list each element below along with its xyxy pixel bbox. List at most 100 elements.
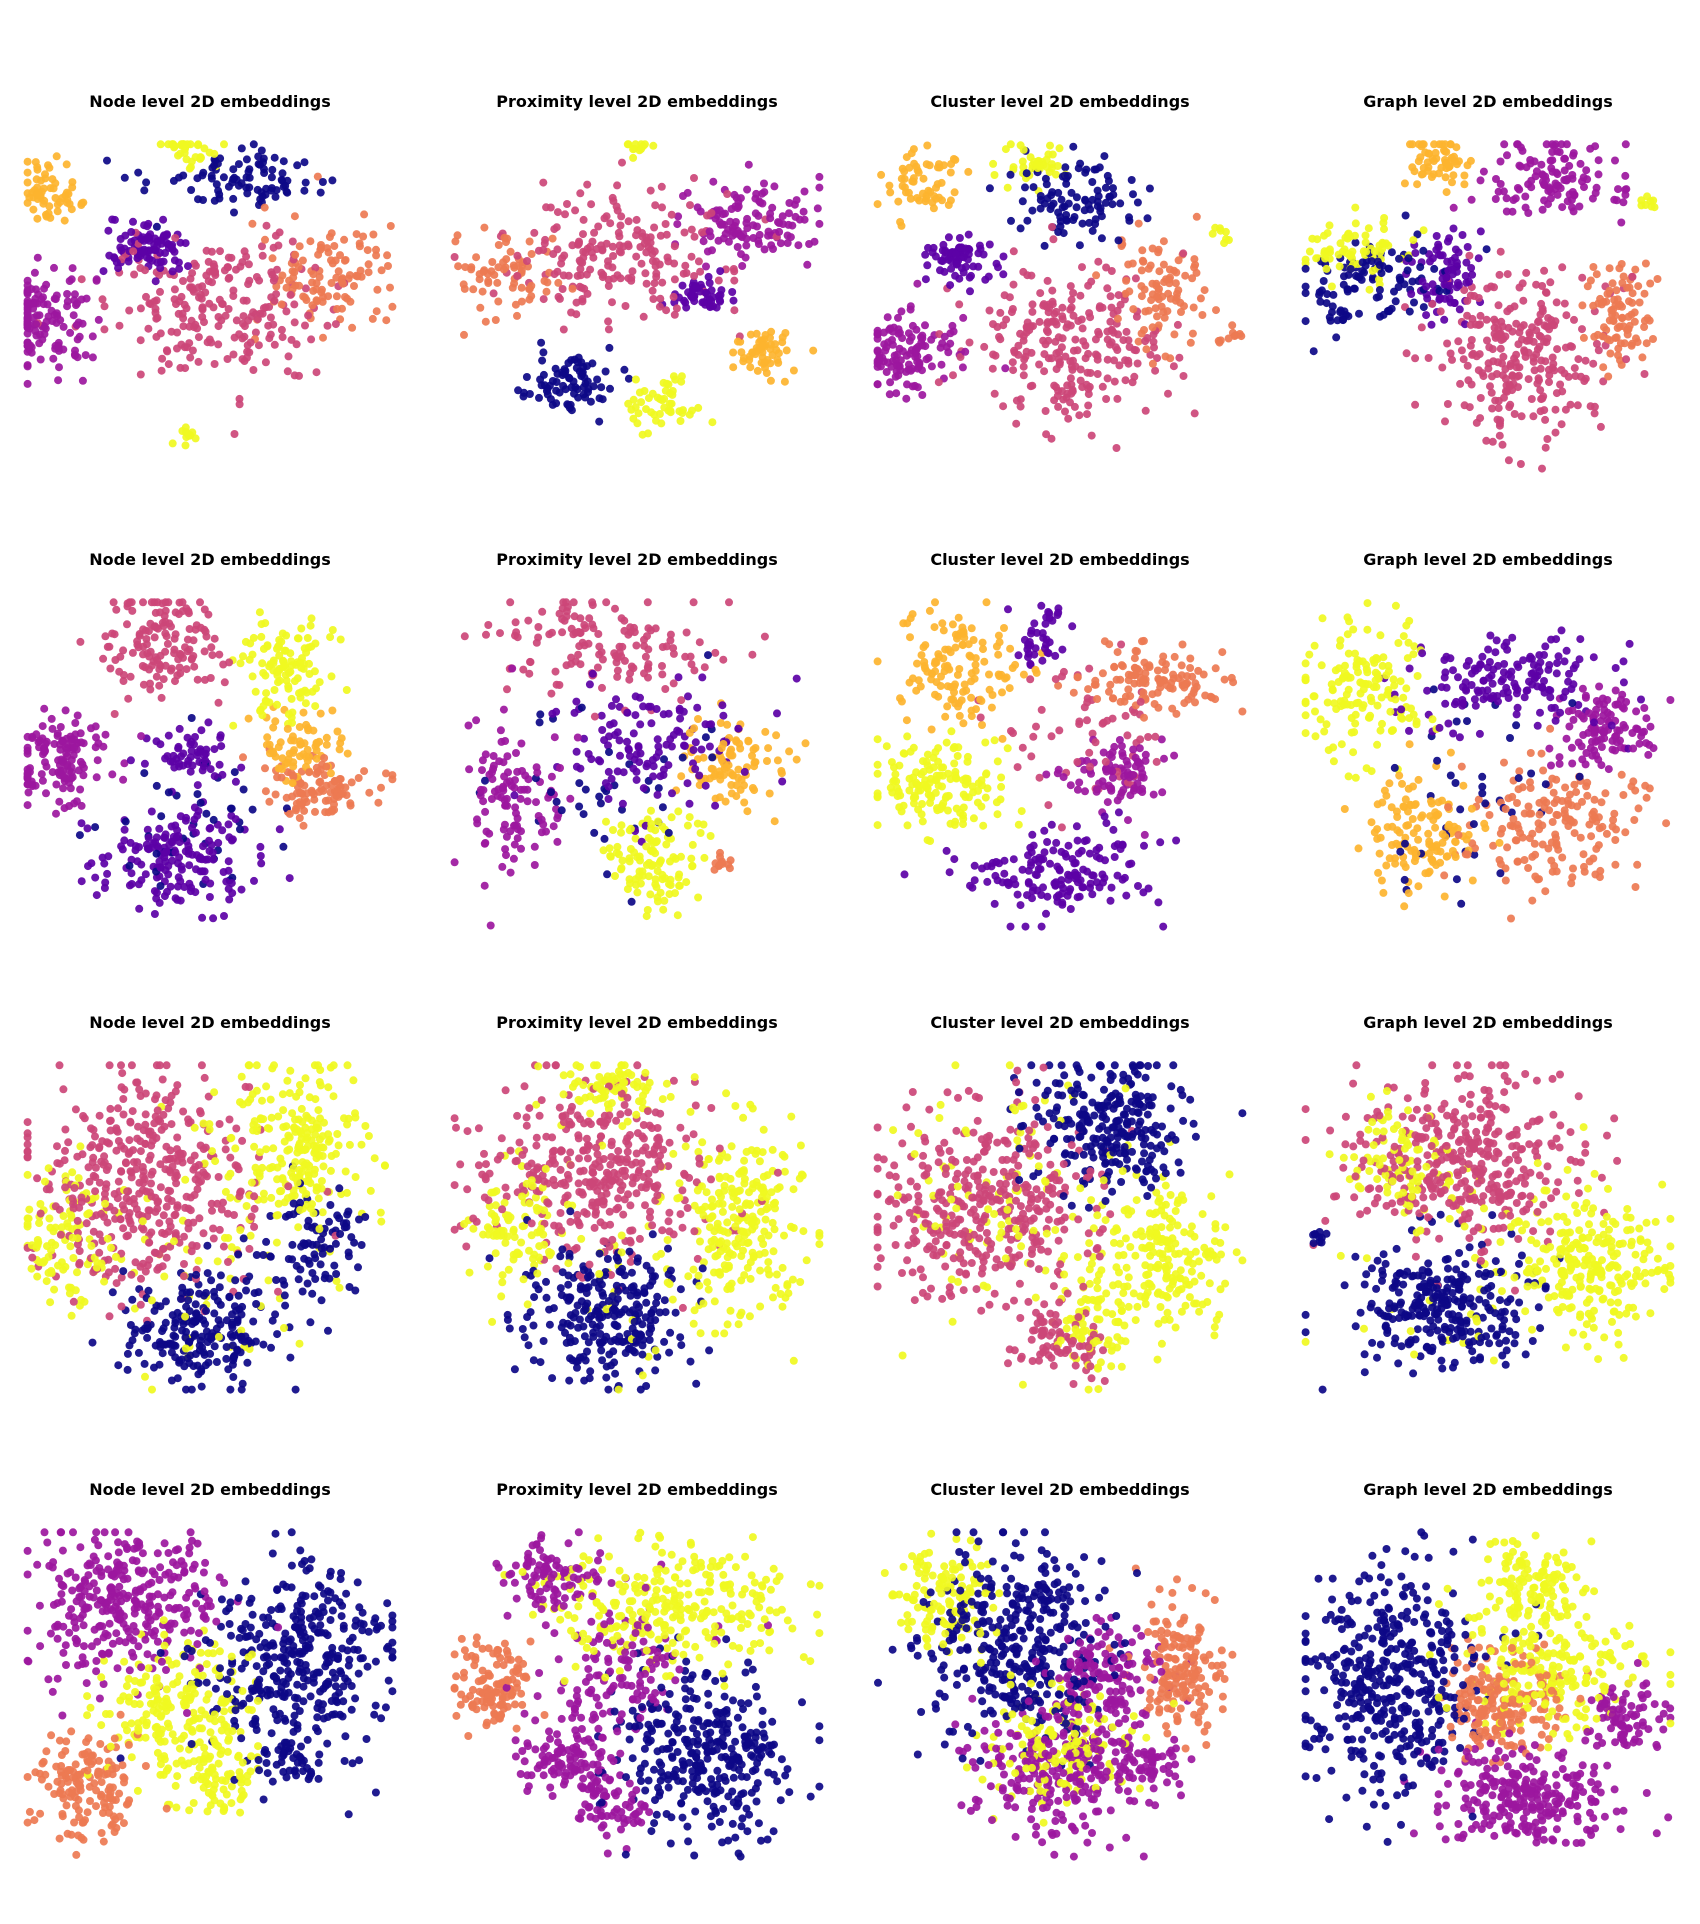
scatter-point [785, 209, 793, 218]
scatter-point [535, 718, 544, 727]
scatter-point [363, 246, 372, 255]
scatter-point [163, 887, 171, 896]
scatter-point [489, 289, 498, 298]
scatter-point [218, 770, 227, 779]
scatter-point [1154, 703, 1163, 712]
scatter-point [1581, 356, 1590, 365]
scatter-point [929, 204, 938, 213]
scatter-point [125, 306, 134, 315]
scatter-point [220, 912, 228, 920]
scatter-point [946, 168, 955, 177]
scatter-point [1404, 254, 1413, 263]
scatter-point [1632, 334, 1640, 343]
scatter-point [1351, 238, 1360, 247]
scatter-point [1562, 311, 1571, 320]
scatter-point [644, 664, 653, 673]
scatter-point [617, 614, 626, 623]
scatter-point [1048, 164, 1056, 173]
scatter-point [938, 782, 946, 791]
scatter-point [542, 387, 551, 395]
scatter-point [766, 376, 775, 385]
scatter-point [1141, 406, 1150, 415]
scatter-point [234, 160, 243, 169]
scatter-point [1618, 313, 1627, 322]
scatter-point [649, 762, 658, 771]
scatter-point [340, 235, 349, 244]
scatter-point [1048, 297, 1057, 306]
scatter-point [873, 735, 882, 744]
scatter-point [1555, 148, 1564, 157]
scatter-point [624, 140, 633, 149]
scatter-point [1573, 401, 1582, 410]
scatter-point [583, 377, 592, 386]
scatter-point [360, 767, 369, 776]
scatter-point [129, 217, 137, 226]
scatter-point [295, 814, 304, 822]
scatter-point [533, 768, 542, 777]
scatter-point [1552, 298, 1561, 307]
scatter-point [140, 759, 149, 768]
scatter-point [618, 158, 626, 167]
scatter-point [98, 295, 107, 304]
scatter-point [101, 730, 110, 739]
scatter-point [1451, 245, 1460, 254]
scatter-point [567, 406, 576, 415]
scatter-point [1402, 349, 1411, 358]
scatter-point [1075, 241, 1084, 250]
scatter-point [1534, 374, 1543, 383]
scatter-point [239, 652, 247, 661]
scatter-point [932, 194, 941, 203]
scatter-point [265, 740, 274, 749]
scatter-point [173, 344, 181, 353]
scatter-point [1621, 171, 1630, 180]
scatter-point [1093, 355, 1102, 364]
scatter-point [1512, 363, 1521, 372]
scatter-point [577, 358, 586, 367]
scatter-point [576, 764, 585, 773]
scatter-point [199, 168, 208, 177]
scatter-point [873, 200, 882, 209]
scatter-point [520, 388, 528, 397]
scatter-point [50, 740, 59, 748]
scatter-point [164, 731, 173, 740]
scatter-point [629, 395, 638, 404]
scatter-point [164, 870, 173, 879]
scatter-point [285, 874, 294, 883]
scatter-point [65, 277, 74, 285]
scatter-point [886, 378, 895, 387]
scatter-point [482, 827, 491, 836]
scatter-point [205, 267, 214, 276]
scatter-point [682, 628, 691, 637]
scatter-point [978, 721, 986, 729]
scatter-point [161, 629, 170, 638]
scatter-point [1082, 380, 1091, 389]
scatter-point [1436, 251, 1445, 260]
scatter-point [1095, 302, 1104, 311]
scatter-point [757, 358, 766, 367]
scatter-point [1124, 356, 1133, 365]
scatter-point [1003, 744, 1012, 753]
scatter-point [1054, 681, 1063, 690]
scatter-point [990, 389, 999, 398]
scatter-point [594, 222, 603, 231]
scatter-point [1365, 285, 1374, 294]
scatter-point [1082, 165, 1091, 174]
scatter-point [108, 770, 117, 779]
scatter-point [1435, 286, 1444, 295]
scatter-point [1014, 341, 1023, 350]
scatter-point [925, 606, 934, 615]
scatter-point [1190, 255, 1199, 264]
scatter-point [270, 153, 279, 162]
scatter-point [691, 738, 700, 747]
scatter-point [316, 709, 325, 718]
scatter-point [1538, 307, 1547, 316]
scatter-point [684, 692, 692, 701]
scatter-point [81, 351, 90, 360]
scatter-point [607, 701, 616, 710]
scatter-point [475, 275, 484, 284]
scatter-point [1591, 189, 1600, 197]
scatter-point [772, 731, 781, 740]
scatter-point [999, 402, 1008, 411]
scatter-point [271, 192, 280, 201]
scatter-point [187, 283, 196, 292]
